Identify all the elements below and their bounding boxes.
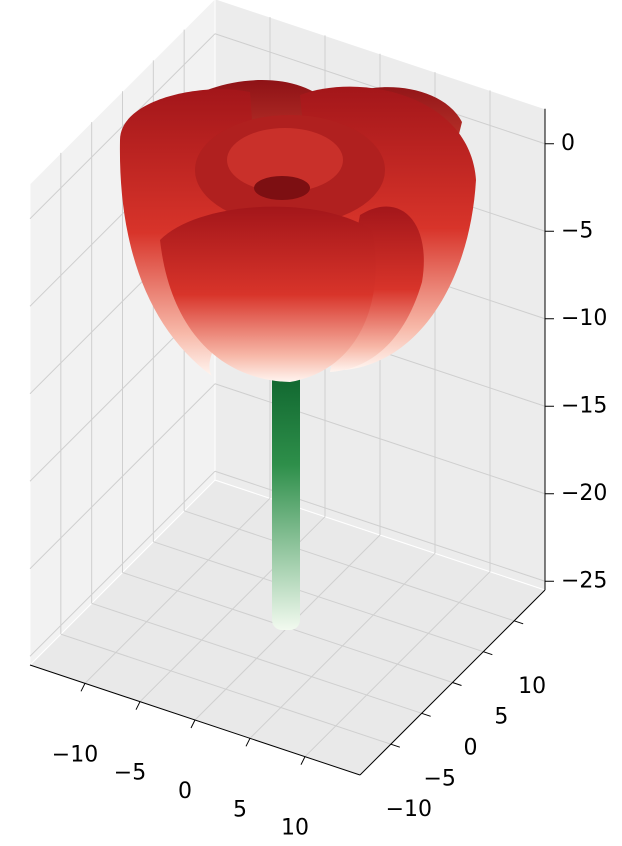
tick-mark <box>81 683 85 691</box>
petal <box>254 176 310 200</box>
chart: −10−50510−10−505100−5−10−15−20−25 <box>0 0 622 846</box>
tick-mark <box>514 621 523 624</box>
z-tick-label: −20 <box>561 481 607 506</box>
y-tick-label: 10 <box>518 674 546 699</box>
y-tick-label: 5 <box>494 705 508 730</box>
tick-mark <box>422 713 431 716</box>
page: {"chart_data": {"type": "surface3d", "xl… <box>0 0 622 846</box>
tick-mark <box>391 744 400 747</box>
z-tick-label: −25 <box>561 568 607 593</box>
x-tick-label: −5 <box>114 761 146 786</box>
tick-mark <box>453 683 462 686</box>
tick-mark <box>191 720 195 728</box>
x-tick-label: 5 <box>233 797 247 822</box>
y-tick-label: −5 <box>423 766 455 791</box>
x-tick-label: 0 <box>178 779 192 804</box>
z-tick-label: −5 <box>561 218 593 243</box>
tick-mark <box>301 757 305 765</box>
z-tick-label: −10 <box>561 306 607 331</box>
y-tick-label: 0 <box>464 736 478 761</box>
tick-mark <box>483 652 492 655</box>
z-tick-label: 0 <box>561 131 575 156</box>
stem <box>272 355 300 630</box>
tick-mark <box>246 738 250 746</box>
x-tick-label: −10 <box>52 742 98 767</box>
x-tick-label: 10 <box>281 816 309 841</box>
tick-mark <box>136 702 140 710</box>
z-tick-label: −15 <box>561 393 607 418</box>
y-tick-label: −10 <box>386 797 432 822</box>
